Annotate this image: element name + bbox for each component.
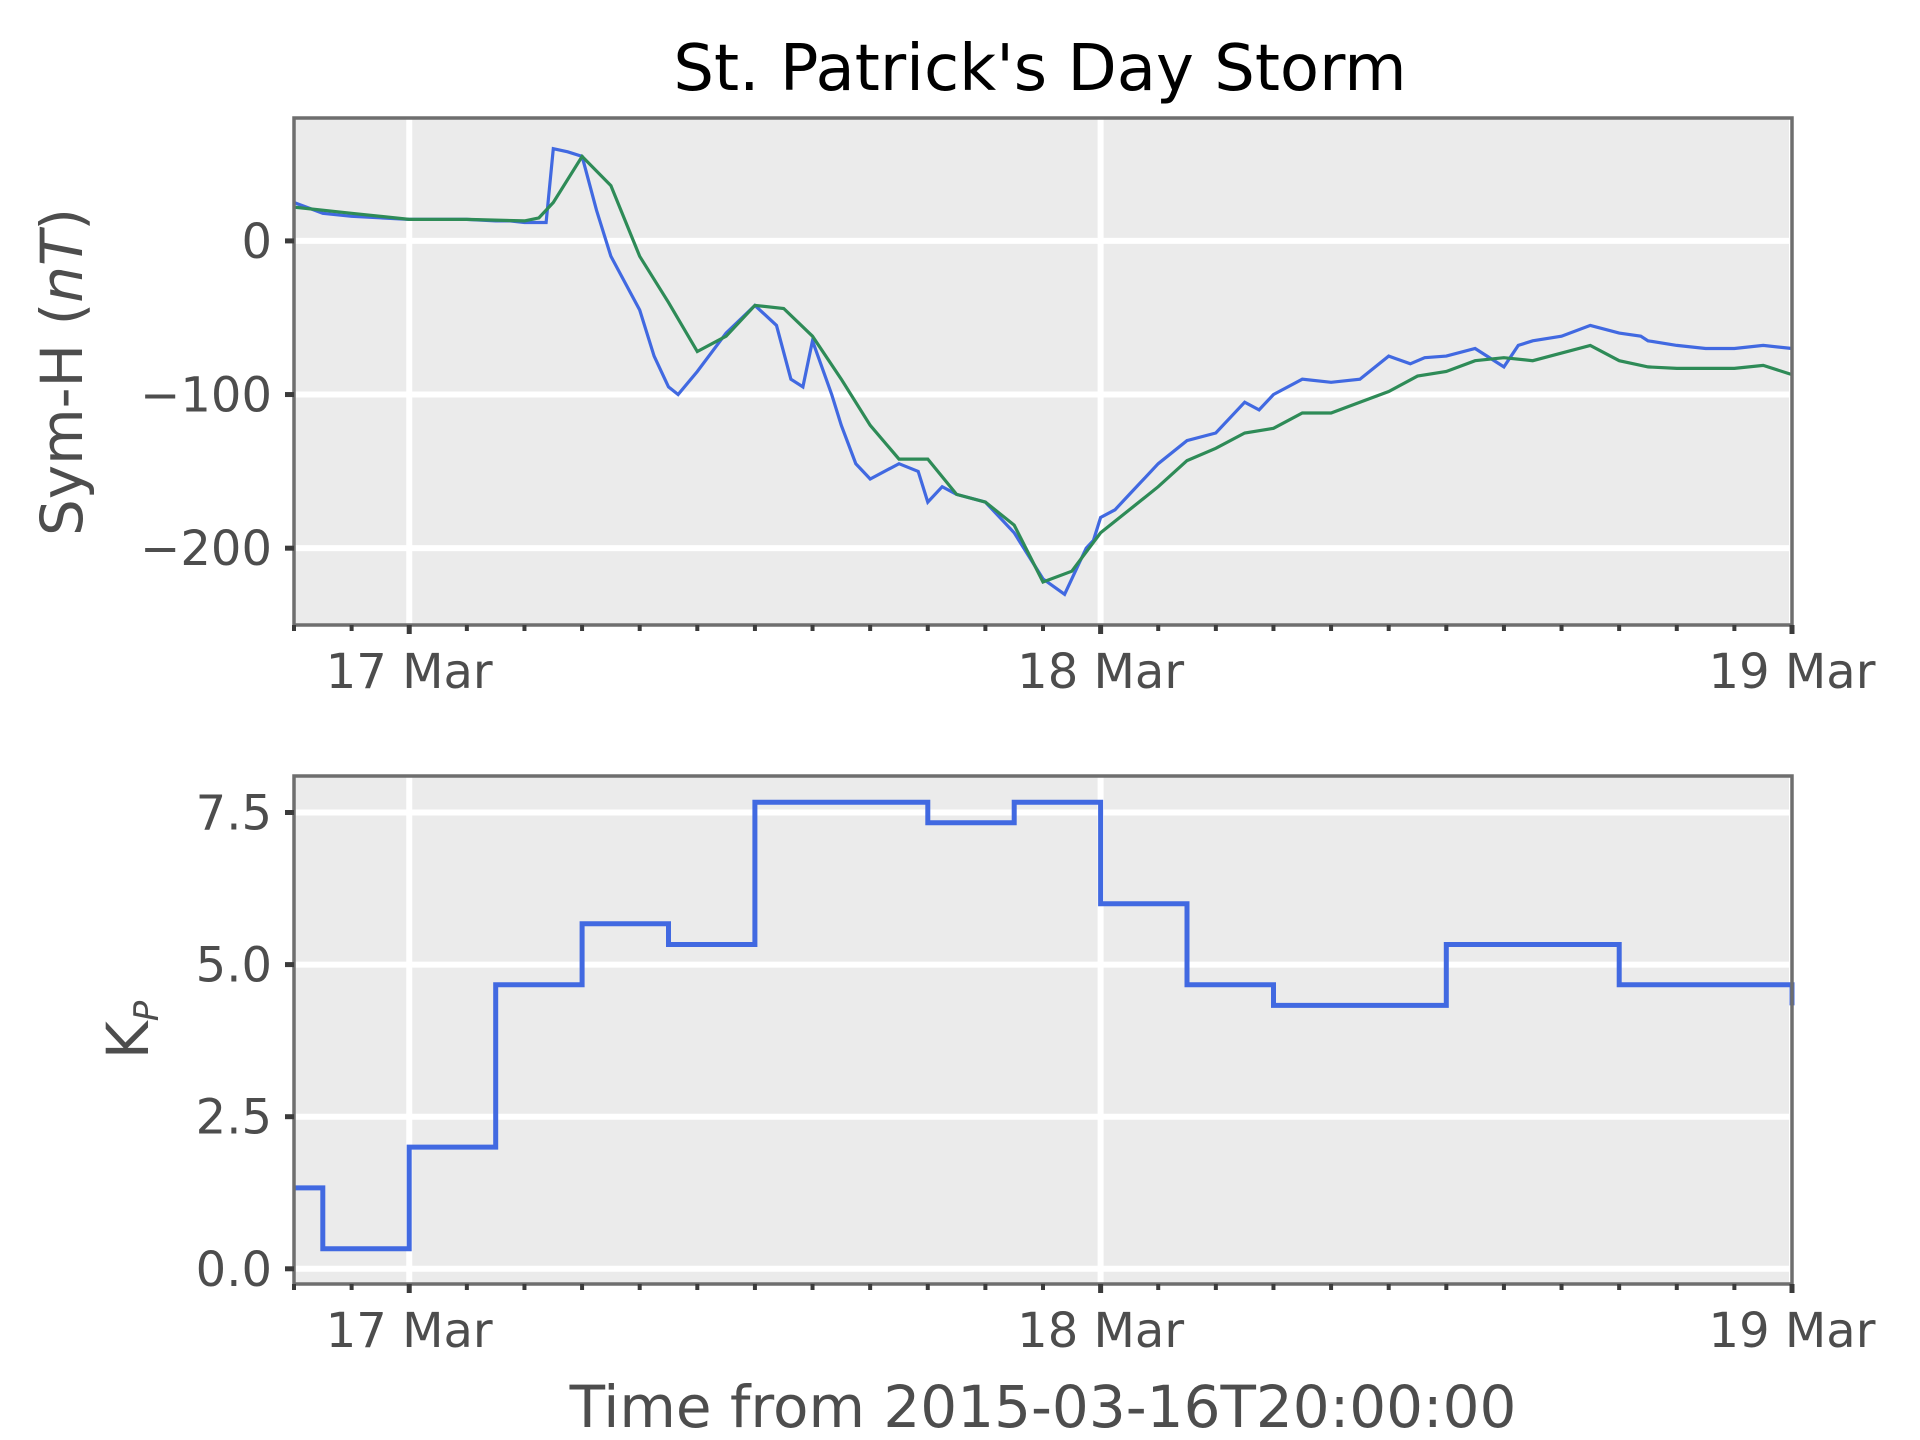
symh-series-line-1 <box>293 153 1793 585</box>
kp-ylabel: KP <box>94 1000 167 1059</box>
kp-ticks: 0.0 2.5 5.0 7.5 17 Mar 18 Mar 19 Mar <box>196 786 1876 1359</box>
symh-ylabel: Sym-H (nT) <box>28 208 96 536</box>
symh-ytick-label: −100 <box>140 368 272 424</box>
kp-ytick-label: 0.0 <box>196 1242 272 1298</box>
symh-plot-background <box>294 118 1792 625</box>
kp-ytick-label: 5.0 <box>196 938 272 994</box>
symh-series-line-0 <box>293 146 1793 597</box>
kp-gridlines <box>294 776 1795 1284</box>
kp-lines <box>294 799 1795 1252</box>
kp-ytick-label: 7.5 <box>196 786 272 842</box>
chart-title: St. Patrick's Day Storm <box>673 32 1406 106</box>
kp-xtick-label: 18 Mar <box>1017 1303 1184 1359</box>
symh-ticks: 0 −100 −200 17 Mar 18 Mar 19 Mar <box>140 214 1876 700</box>
kp-plot-background <box>294 776 1792 1284</box>
symh-panel: 0 −100 −200 17 Mar 18 Mar 19 Mar Sym-H (nT) <box>28 116 1876 700</box>
symh-ytick-label: −200 <box>140 521 272 577</box>
symh-xtick-label: 18 Mar <box>1017 644 1184 700</box>
kp-series-line-0 <box>294 799 1795 1252</box>
kp-ytick-label: 2.5 <box>196 1090 272 1146</box>
kp-xtick-label: 19 Mar <box>1709 1303 1876 1359</box>
symh-xtick-label: 19 Mar <box>1709 644 1876 700</box>
symh-xtick-label: 17 Mar <box>326 644 493 700</box>
x-axis-label: Time from 2015-03-16T20:00:00 <box>569 1373 1517 1440</box>
symh-ytick-label: 0 <box>241 214 272 270</box>
kp-xtick-label: 17 Mar <box>326 1303 493 1359</box>
kp-panel: 0.0 2.5 5.0 7.5 17 Mar 18 Mar 19 Mar KP <box>94 774 1876 1359</box>
symh-lines <box>293 146 1793 597</box>
